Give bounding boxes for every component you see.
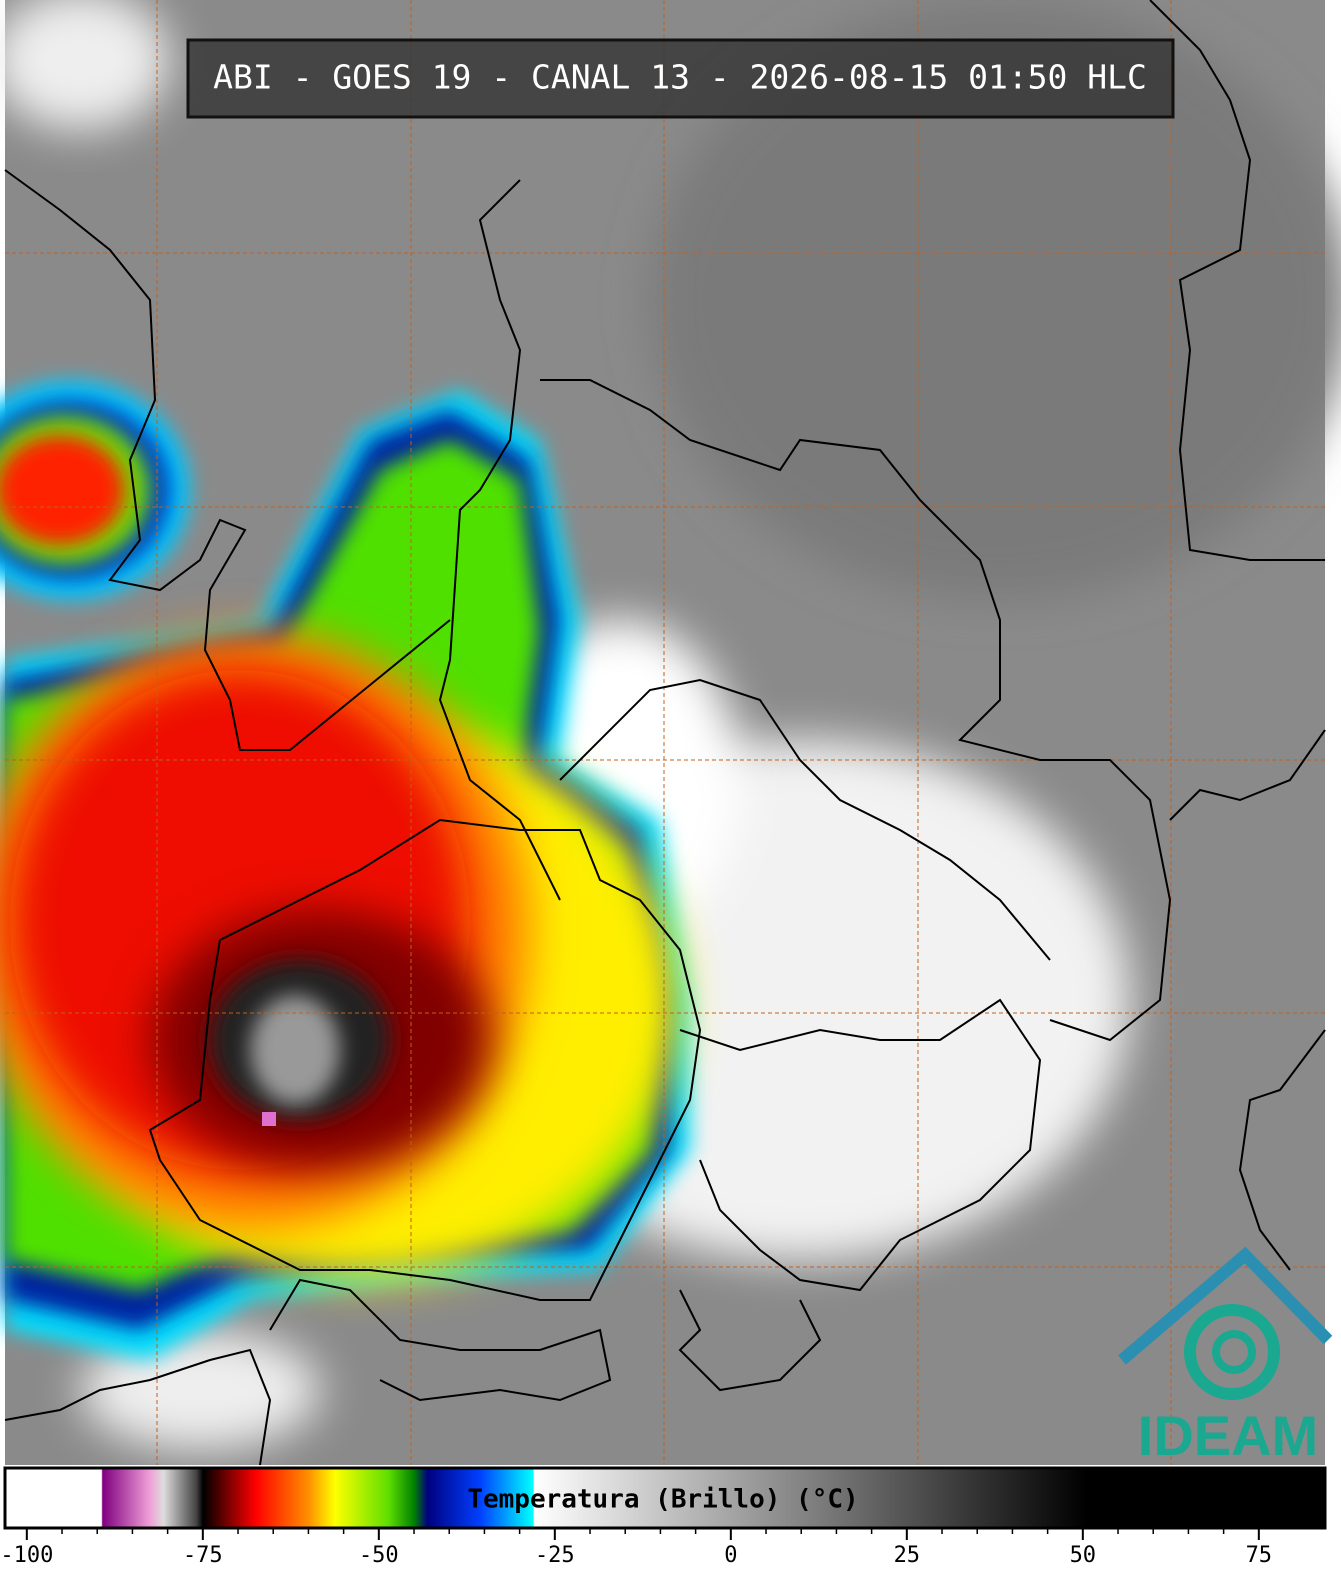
colorbar-label: Temperatura (Brillo) (°C)	[467, 1485, 858, 1515]
tick-label: 50	[1070, 1543, 1097, 1568]
tick-label: 0	[724, 1543, 737, 1568]
colorbar: Temperatura (Brillo) (°C) -100 -75 -50 -25 0…	[0, 1466, 1327, 1568]
logo: IDEAM	[1118, 1246, 1333, 1467]
borders	[4, 0, 1326, 1466]
title: ABI - GOES 19 - CANAL 13 - 2026-08-15 01…	[213, 58, 1147, 97]
tick-label: -50	[359, 1543, 399, 1568]
logo-text: IDEAM	[1138, 1404, 1318, 1467]
title-box: ABI - GOES 19 - CANAL 13 - 2026-08-15 01…	[186, 38, 1175, 119]
tick-label: -75	[183, 1543, 223, 1568]
graticule	[5, 0, 1325, 1465]
tick-label: 25	[894, 1543, 921, 1568]
satellite-image	[0, 0, 1341, 1465]
tick-label: 75	[1246, 1543, 1273, 1568]
tick-label: -25	[535, 1543, 575, 1568]
tick-label: -100	[0, 1543, 53, 1568]
